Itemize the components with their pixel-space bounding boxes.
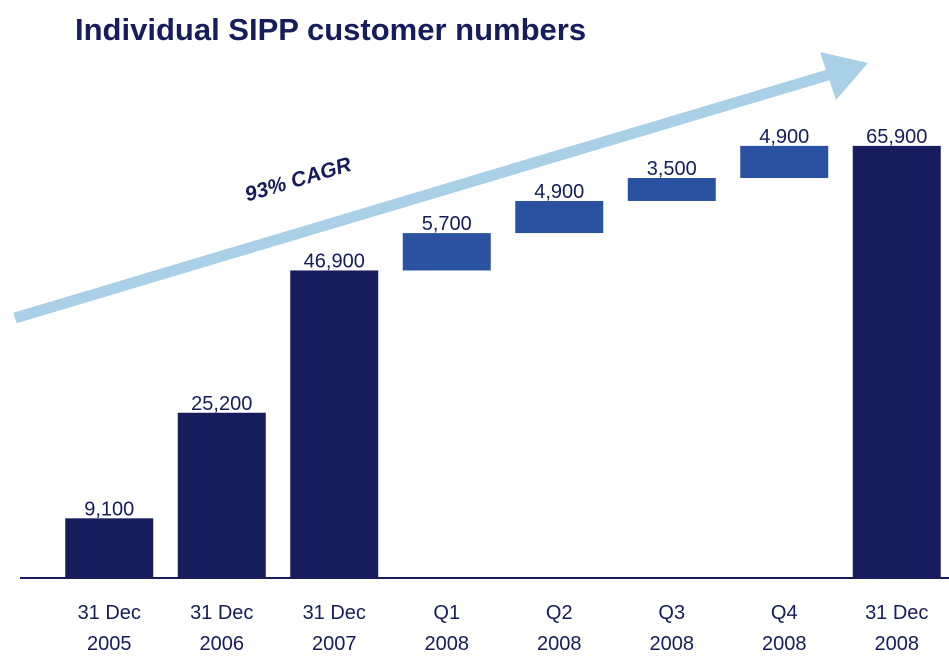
- x-tick-label: 2008: [762, 633, 807, 655]
- x-tick-label: 31 Dec: [303, 602, 366, 624]
- x-tick-label: Q2: [546, 602, 573, 624]
- bar: [177, 412, 266, 578]
- bar: [290, 270, 379, 578]
- x-tick-label: 2005: [87, 633, 132, 655]
- x-tick-label: 31 Dec: [190, 602, 253, 624]
- trend-arrow: [13, 52, 868, 324]
- x-tick-label: 2008: [537, 633, 582, 655]
- bar: [515, 200, 604, 234]
- value-label: 25,200: [191, 393, 252, 415]
- value-label: 5,700: [422, 213, 472, 235]
- x-tick-label: 2007: [312, 633, 357, 655]
- value-label: 46,900: [304, 250, 365, 272]
- x-tick-label: Q4: [771, 602, 798, 624]
- x-tick-label: 31 Dec: [78, 602, 141, 624]
- value-label: 65,900: [866, 126, 927, 148]
- value-label: 9,100: [84, 498, 134, 520]
- bar: [852, 145, 941, 579]
- x-tick-label: Q3: [658, 602, 685, 624]
- x-tick-label: 2008: [875, 633, 920, 655]
- chart-title: Individual SIPP customer numbers: [75, 12, 586, 47]
- x-tick-label: 31 Dec: [865, 602, 928, 624]
- value-label: 4,900: [534, 181, 584, 203]
- bar: [627, 178, 716, 201]
- annotation: 93% CAGR: [242, 153, 354, 207]
- arrow-head: [820, 52, 868, 100]
- x-tick-label: 2006: [200, 633, 245, 655]
- x-tick-label: Q1: [433, 602, 460, 624]
- bar: [65, 518, 154, 578]
- bar: [740, 145, 829, 179]
- value-label: 3,500: [647, 158, 697, 180]
- x-tick-label: 2008: [650, 633, 695, 655]
- x-tick-label: 2008: [425, 633, 470, 655]
- arrow-shaft: [13, 69, 830, 324]
- bar: [402, 233, 491, 271]
- value-label: 4,900: [759, 126, 809, 148]
